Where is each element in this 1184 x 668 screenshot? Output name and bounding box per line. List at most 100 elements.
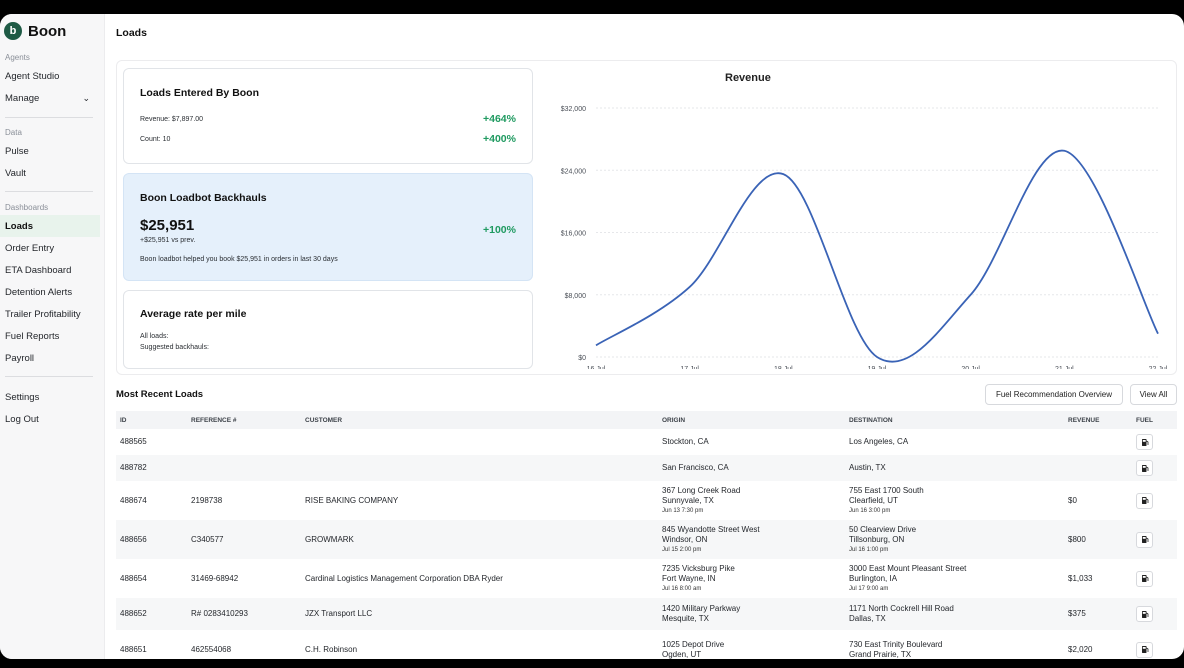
- fuel-pump-icon[interactable]: [1136, 434, 1153, 450]
- origin-line: 367 Long Creek Road: [662, 485, 741, 495]
- sidebar-item-label: Manage: [5, 92, 40, 104]
- revenue-chart: $32,000 $24,000 $16,000 $8,000 $0 16 Jul 17 Ju…: [561, 106, 1168, 369]
- cell-id: 488656: [120, 534, 147, 544]
- destination-line: Burlington, IA: [849, 573, 898, 583]
- cell-origin: 367 Long Creek Road Sunnyvale, TX Jun 13 7…: [662, 486, 740, 516]
- sidebar-item-label: Log Out: [5, 413, 39, 425]
- page-title: Loads: [116, 27, 147, 39]
- revenue-series-line: [595, 149, 1159, 363]
- destination-time: Jun 16 3:00 pm: [849, 507, 891, 514]
- revenue-label: Revenue: $7,897.00: [140, 116, 204, 123]
- cell-destination: Los Angeles, CA: [849, 437, 908, 447]
- fuel-recommendation-overview-button[interactable]: Fuel Recommendation Overview: [985, 384, 1123, 405]
- origin-line: Mesquite, TX: [662, 614, 709, 623]
- fuel-pump-icon[interactable]: [1136, 570, 1153, 587]
- cell-origin: San Francisco, CA: [662, 463, 729, 473]
- sidebar-item-vault[interactable]: Vault: [0, 162, 100, 184]
- table-row[interactable]: 488654 31469-68942 Cardinal Logistics Mana…: [116, 559, 1177, 598]
- cell-revenue: $0: [1068, 495, 1077, 505]
- cell-origin: 1025 Depot Drive Ogden, UT: [662, 640, 724, 660]
- fuel-pump-icon[interactable]: [1136, 492, 1153, 509]
- nav-divider: [5, 191, 93, 192]
- x-tick-label: 22 Jul: [1149, 366, 1168, 369]
- chart-title: Revenue: [725, 72, 771, 84]
- sidebar-item-fuel-reports[interactable]: Fuel Reports: [0, 325, 100, 347]
- sidebar-item-pulse[interactable]: Pulse: [0, 140, 100, 162]
- sidebar-item-settings[interactable]: Settings: [0, 386, 100, 408]
- y-tick-label: $0: [578, 355, 586, 362]
- table-row[interactable]: 488674 2198738 RISE BAKING COMPANY 367 Long…: [116, 481, 1177, 520]
- section-title: Most Recent Loads: [116, 389, 204, 400]
- sidebar-item-detention-alerts[interactable]: Detention Alerts: [0, 281, 100, 303]
- table-row[interactable]: 488652 R# 0283410293 JZX Transport LLC 1420…: [116, 598, 1177, 630]
- all-loads-label: All loads:: [140, 333, 169, 340]
- table-header: ID REFERENCE # CUSTOMER ORIGIN DESTINATI…: [116, 411, 1177, 429]
- sidebar-item-agent-studio[interactable]: Agent Studio: [0, 65, 100, 87]
- destination-line: Los Angeles, CA: [849, 437, 909, 446]
- sidebar-item-log-out[interactable]: Log Out: [0, 408, 100, 430]
- card-title: Average rate per mile: [140, 308, 247, 320]
- table-row[interactable]: 488782 San Francisco, CA Austin, TX: [116, 455, 1177, 481]
- sidebar-item-order-entry[interactable]: Order Entry: [0, 237, 100, 259]
- cell-reference: 31469-68942: [191, 573, 239, 583]
- revenue-change: +464%: [483, 113, 516, 125]
- header-fuel: FUEL: [1136, 417, 1153, 424]
- sidebar-item-eta-dashboard[interactable]: ETA Dashboard: [0, 259, 100, 281]
- sidebar-item-manage[interactable]: Manage ⌄: [0, 87, 100, 109]
- table-row[interactable]: 488565 Stockton, CA Los Angeles, CA: [116, 429, 1177, 455]
- cell-origin: 1420 Military Parkway Mesquite, TX: [662, 604, 740, 624]
- nav-section-dashboards: Dashboards: [5, 203, 49, 212]
- cell-origin: 845 Wyandotte Street West Windsor, ON Jul …: [662, 525, 760, 555]
- header-id: ID: [120, 417, 127, 424]
- origin-line: Stockton, CA: [662, 437, 709, 446]
- card-loads-entered: Loads Entered By Boon Revenue: $7,897.00…: [123, 68, 533, 164]
- x-tick-label: 18 Jul: [774, 366, 793, 369]
- cell-customer: Cardinal Logistics Management Corporatio…: [305, 573, 503, 583]
- sidebar-item-label: Agent Studio: [5, 70, 60, 82]
- cell-destination: 50 Clearview Drive Tillsonburg, ON Jul 16 …: [849, 525, 916, 555]
- sidebar-item-label: Order Entry: [5, 242, 55, 254]
- cell-destination: 1171 North Cockrell Hill Road Dallas, TX: [849, 604, 954, 624]
- x-tick-label: 19 Jul: [868, 366, 887, 369]
- sidebar-item-label: ETA Dashboard: [5, 264, 72, 276]
- cell-destination: 730 East Trinity Boulevard Grand Prairie,…: [849, 640, 942, 660]
- sidebar-item-label: Settings: [5, 391, 40, 403]
- cell-destination: 755 East 1700 South Clearfield, UT Jun 16 …: [849, 486, 924, 516]
- destination-line: Clearfield, UT: [849, 495, 898, 505]
- fuel-pump-icon[interactable]: [1136, 606, 1153, 622]
- sidebar-item-trailer-profitability[interactable]: Trailer Profitability: [0, 303, 100, 325]
- table-row[interactable]: 488651 462554068 C.H. Robinson 1025 Depot D…: [116, 630, 1177, 659]
- origin-time: Jun 13 7:30 pm: [662, 507, 704, 514]
- sidebar-item-loads[interactable]: Loads: [0, 215, 100, 237]
- fuel-pump-icon[interactable]: [1136, 460, 1153, 476]
- cell-revenue: $1,033: [1068, 573, 1093, 583]
- destination-line: 1171 North Cockrell Hill Road: [849, 604, 954, 613]
- sidebar-item-label: Detention Alerts: [5, 286, 73, 298]
- origin-line: Windsor, ON: [662, 534, 708, 544]
- cell-id: 488565: [120, 437, 147, 446]
- sidebar-item-payroll[interactable]: Payroll: [0, 347, 100, 369]
- cell-customer: C.H. Robinson: [305, 644, 358, 654]
- cell-id: 488654: [120, 573, 147, 583]
- view-all-button[interactable]: View All: [1130, 384, 1177, 405]
- cell-customer: GROWMARK: [305, 534, 354, 544]
- cell-origin: Stockton, CA: [662, 437, 709, 447]
- table-row[interactable]: 488656 C340577 GROWMARK 845 Wyandotte Stree…: [116, 520, 1177, 559]
- origin-time: Jul 16 8:00 am: [662, 585, 702, 592]
- origin-line: Fort Wayne, IN: [662, 573, 716, 583]
- fuel-pump-icon[interactable]: [1136, 531, 1153, 548]
- fuel-pump-icon[interactable]: [1136, 641, 1153, 658]
- origin-line: 7235 Vicksburg Pike: [662, 563, 735, 573]
- sidebar-item-label: Vault: [5, 167, 26, 179]
- destination-time: Jul 17 9:00 am: [849, 585, 889, 592]
- destination-line: Tillsonburg, ON: [849, 534, 905, 544]
- origin-line: 845 Wyandotte Street West: [662, 524, 760, 534]
- origin-line: 1420 Military Parkway: [662, 604, 741, 613]
- brand[interactable]: b Boon: [4, 22, 66, 40]
- count-label: Count: 10: [140, 136, 171, 143]
- nav-divider: [5, 376, 93, 377]
- header-customer: CUSTOMER: [305, 417, 343, 424]
- sidebar: b Boon Agents Agent Studio Manage ⌄ Data …: [0, 14, 105, 659]
- header-reference: REFERENCE #: [191, 417, 237, 424]
- backhauls-vs-prev: +$25,951 vs prev.: [140, 237, 196, 244]
